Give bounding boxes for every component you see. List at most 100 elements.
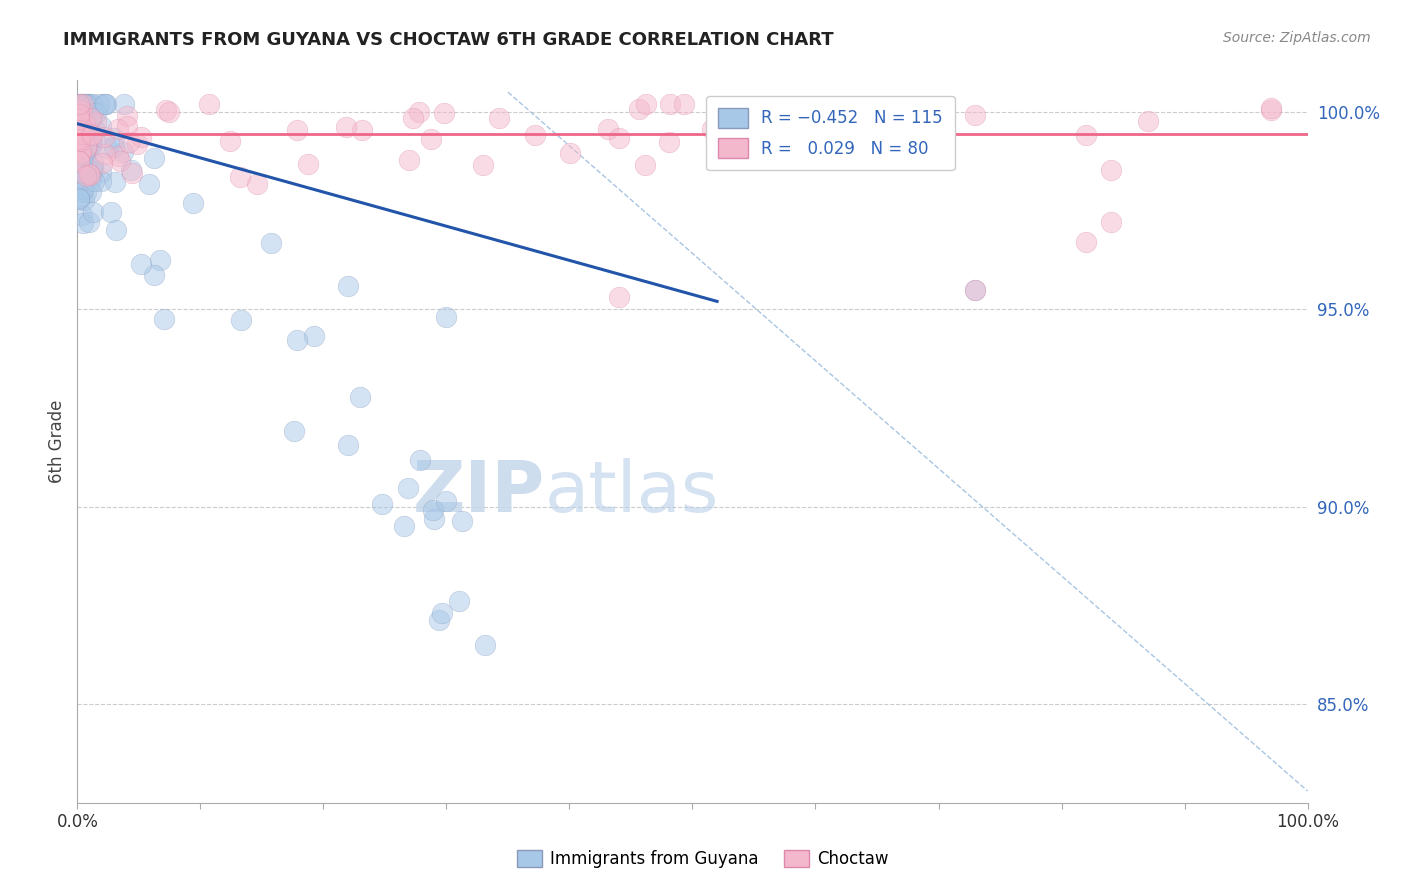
Point bbox=[402, 112, 425, 126]
Point bbox=[246, 177, 269, 191]
Point bbox=[80, 172, 103, 186]
Point bbox=[67, 97, 90, 112]
Point bbox=[77, 167, 100, 181]
Point bbox=[75, 160, 97, 174]
Point bbox=[285, 333, 308, 347]
Point bbox=[67, 107, 90, 121]
Point bbox=[93, 130, 115, 145]
Point bbox=[70, 97, 93, 112]
Point bbox=[451, 514, 474, 528]
Point bbox=[121, 166, 143, 180]
Point bbox=[72, 97, 94, 112]
Point bbox=[69, 134, 91, 148]
Point bbox=[82, 205, 104, 219]
Point bbox=[86, 115, 108, 129]
Point bbox=[700, 121, 723, 136]
Point bbox=[79, 215, 101, 229]
Point bbox=[297, 157, 319, 171]
Point bbox=[79, 97, 101, 112]
Point bbox=[80, 128, 103, 142]
Point bbox=[77, 106, 100, 120]
Point bbox=[396, 481, 419, 495]
Point bbox=[965, 108, 987, 122]
Point bbox=[76, 124, 98, 138]
Point bbox=[79, 185, 101, 199]
Point bbox=[72, 182, 94, 196]
Point bbox=[131, 257, 153, 271]
Point bbox=[111, 145, 134, 159]
Point bbox=[70, 97, 93, 112]
Point bbox=[1260, 103, 1282, 117]
Point bbox=[72, 156, 94, 170]
Point bbox=[105, 223, 128, 237]
Point bbox=[67, 150, 90, 164]
Point bbox=[67, 97, 90, 112]
Point bbox=[69, 133, 91, 147]
Point bbox=[69, 111, 91, 125]
Point bbox=[104, 175, 127, 189]
Point bbox=[69, 123, 91, 137]
Point bbox=[558, 145, 581, 160]
Point bbox=[659, 97, 682, 112]
Point bbox=[423, 512, 446, 526]
Point bbox=[67, 144, 90, 158]
Point bbox=[82, 156, 104, 170]
Point bbox=[408, 453, 430, 467]
Point bbox=[259, 235, 281, 250]
Point bbox=[117, 119, 139, 133]
Point bbox=[67, 97, 90, 112]
Point bbox=[69, 103, 91, 118]
Point bbox=[70, 166, 93, 180]
Point bbox=[398, 153, 420, 168]
Point bbox=[90, 120, 112, 134]
Point bbox=[634, 158, 657, 172]
Point bbox=[107, 148, 129, 162]
Point bbox=[73, 165, 96, 179]
Point bbox=[627, 103, 650, 117]
Point bbox=[76, 132, 98, 146]
Point bbox=[72, 118, 94, 132]
Point bbox=[965, 283, 987, 297]
Point bbox=[474, 638, 496, 652]
Point bbox=[420, 132, 443, 146]
Point bbox=[67, 191, 90, 205]
Point bbox=[159, 104, 181, 119]
Point bbox=[70, 208, 93, 222]
Point bbox=[93, 97, 115, 112]
Point bbox=[84, 105, 107, 120]
Point bbox=[75, 169, 97, 183]
Point bbox=[67, 154, 90, 169]
Point bbox=[634, 97, 657, 112]
Point bbox=[153, 311, 176, 326]
Point bbox=[1099, 215, 1122, 229]
Legend: Immigrants from Guyana, Choctaw: Immigrants from Guyana, Choctaw bbox=[510, 843, 896, 875]
Point bbox=[607, 131, 630, 145]
Point bbox=[70, 138, 93, 153]
Point bbox=[335, 120, 357, 135]
Text: ZIP: ZIP bbox=[412, 458, 546, 526]
Point bbox=[108, 154, 131, 169]
Point bbox=[181, 195, 204, 210]
Point bbox=[94, 97, 117, 112]
Point bbox=[129, 130, 152, 145]
Point bbox=[94, 97, 117, 112]
Point bbox=[73, 193, 96, 207]
Point bbox=[350, 123, 373, 137]
Point bbox=[73, 97, 96, 112]
Point bbox=[70, 185, 93, 199]
Point bbox=[430, 606, 453, 620]
Point bbox=[422, 503, 444, 517]
Point bbox=[77, 97, 100, 112]
Point bbox=[283, 424, 305, 438]
Point bbox=[69, 119, 91, 133]
Point bbox=[69, 97, 91, 112]
Point bbox=[229, 170, 252, 185]
Point bbox=[79, 113, 101, 128]
Point bbox=[73, 122, 96, 136]
Point bbox=[830, 124, 852, 138]
Point bbox=[73, 147, 96, 161]
Point bbox=[337, 278, 360, 293]
Point bbox=[67, 117, 90, 131]
Point bbox=[69, 119, 91, 133]
Point bbox=[82, 161, 104, 176]
